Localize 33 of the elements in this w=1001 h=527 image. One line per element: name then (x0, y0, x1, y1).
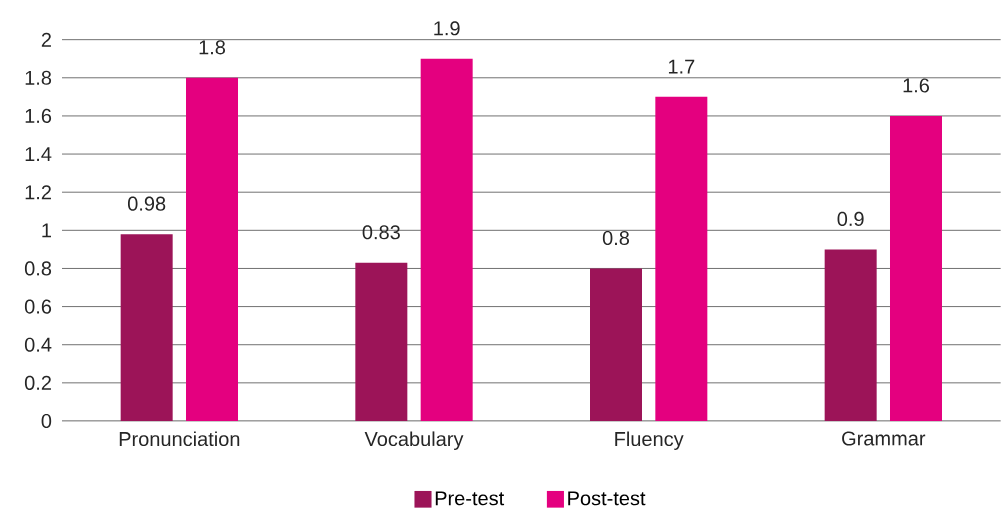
x-tick-label: Fluency (615, 431, 684, 451)
bar (824, 249, 877, 421)
y-tick-label: 1.6 (25, 108, 52, 123)
bar (186, 77, 239, 421)
y-tick-label: 1.8 (25, 70, 52, 85)
legend-label: Post-test (568, 491, 646, 506)
y-tick-label: 1.4 (25, 147, 52, 161)
x-tick-label: Pronunciation (119, 431, 240, 447)
bar (355, 262, 408, 421)
data-label: 0.8 (602, 230, 630, 246)
data-label: 0.9 (837, 211, 864, 226)
bar (890, 115, 942, 421)
data-label: 0.98 (127, 196, 166, 211)
y-tick-label: 1.2 (25, 185, 51, 200)
y-tick-label: 1 (42, 223, 51, 238)
data-label: 1.7 (668, 59, 695, 74)
y-tick-label: 0.2 (24, 375, 51, 390)
y-tick-label: 0.8 (24, 261, 52, 276)
bar (590, 268, 642, 421)
legend-label: Pre-test (435, 491, 505, 506)
data-label: 1.6 (903, 78, 930, 93)
bar (655, 96, 708, 421)
y-tick-label: 0 (41, 413, 52, 429)
y-tick-label: 2 (41, 32, 51, 47)
data-label: 1.9 (434, 21, 460, 36)
y-tick-label: 0.4 (24, 337, 52, 352)
data-label: 1.8 (199, 40, 226, 55)
x-tick-label: Grammar (842, 431, 926, 446)
x-tick-label: Vocabulary (364, 431, 464, 451)
y-tick-label: 0.6 (24, 299, 52, 314)
data-label: 0.83 (362, 225, 400, 240)
bar (120, 234, 173, 421)
bar (420, 58, 473, 421)
